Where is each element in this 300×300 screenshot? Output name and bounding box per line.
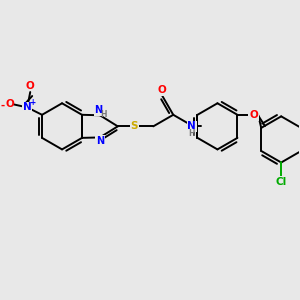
Text: N: N (96, 136, 104, 146)
Text: N: N (23, 102, 32, 112)
Text: N: N (94, 105, 103, 115)
Text: Cl: Cl (276, 177, 287, 187)
Text: S: S (130, 121, 138, 131)
Text: O: O (158, 85, 166, 95)
Text: H: H (100, 110, 107, 118)
Text: O: O (5, 99, 14, 109)
Text: -: - (1, 101, 5, 111)
Text: O: O (26, 81, 34, 91)
Text: O: O (249, 110, 258, 120)
Text: H: H (188, 129, 195, 138)
Text: +: + (29, 98, 36, 106)
Text: N: N (188, 121, 196, 131)
